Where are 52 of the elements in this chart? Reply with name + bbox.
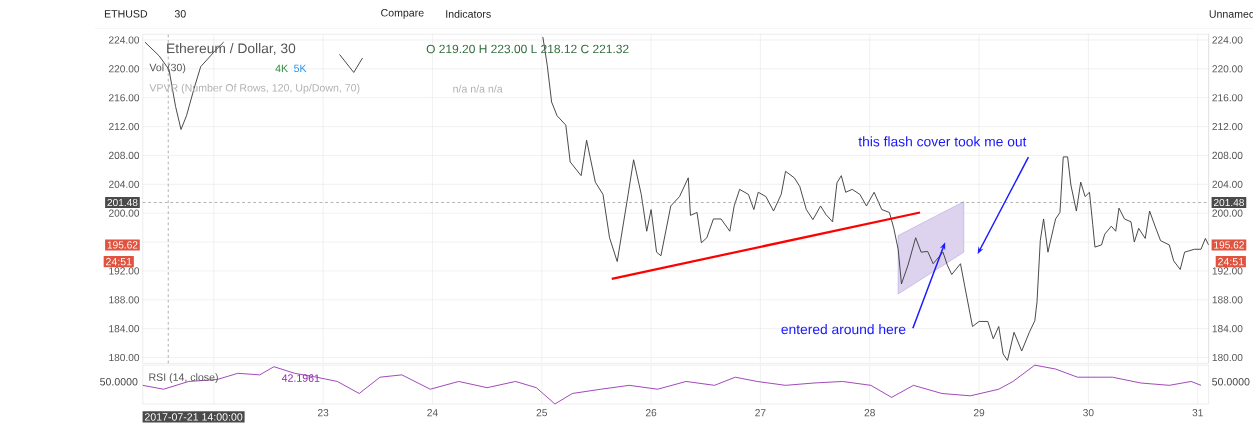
annotation: 42.1961	[281, 374, 320, 382]
y2-tick-label: 220.00	[1212, 65, 1243, 73]
text: 201.48	[1213, 198, 1244, 207]
y-tick-label: 220.00	[109, 65, 140, 73]
annotation: n/a n/a n/a	[453, 84, 503, 93]
y-tick-label: 204.00	[109, 180, 140, 188]
y-tick-label: 224.00	[109, 36, 140, 44]
x-tick-label: 29	[973, 409, 985, 417]
annotation: 195.62	[1214, 241, 1244, 249]
y2-tick-label: 212.00	[1212, 123, 1243, 131]
y2-tick-label: 184.00	[1212, 325, 1243, 333]
y2-tick-label: 200.00	[1212, 209, 1243, 217]
y-tick-label: 184.00	[109, 325, 140, 333]
text: 24:51	[1218, 257, 1244, 266]
text: O 219.20 H 223.00 L 218.12 C 221.32	[426, 44, 629, 54]
y2-tick-label: 204.00	[1212, 180, 1243, 188]
text: 50.0000	[100, 378, 138, 386]
y2-tick-label: 192.00	[1212, 267, 1243, 275]
y-tick-label: 200.00	[109, 209, 140, 217]
x-tick-label: 27	[755, 409, 766, 417]
x-tick-label: 23	[318, 409, 329, 417]
annotation: 5K	[294, 64, 307, 73]
y-tick-label: 212.00	[109, 123, 140, 131]
y2-tick-label: 224.00	[1212, 36, 1243, 44]
x-tick-label: 26	[645, 409, 657, 417]
y-tick-label: 192.00	[109, 267, 140, 275]
annotation: entered around here	[781, 324, 906, 335]
text: Indicators	[446, 9, 491, 18]
annotation: Vol (30)	[149, 63, 186, 74]
text: Compare	[381, 9, 424, 19]
x-tick-label: 30	[1083, 409, 1094, 417]
text: 24:51	[106, 257, 132, 266]
text: 30	[174, 10, 186, 18]
y-tick-label: 180.00	[109, 353, 140, 362]
text: 50.0000	[1212, 378, 1250, 386]
x-tick-label: 25	[536, 409, 547, 417]
y2-tick-label: 216.00	[1212, 94, 1243, 102]
annotation: 4K	[275, 64, 288, 73]
y-tick-label: 216.00	[109, 94, 140, 102]
text: 195.62	[107, 241, 138, 249]
x-tick-label: 28	[864, 409, 875, 417]
x-tick-label: 24	[427, 409, 438, 417]
text: ETHUSD	[104, 10, 148, 18]
y2-tick-label: 188.00	[1212, 296, 1243, 304]
text: 2017-07-21 14:00:00	[144, 413, 243, 421]
annotation: this flash cover took me out	[858, 136, 1027, 147]
ref-line-label: 201.48	[107, 198, 138, 207]
y2-tick-label: 208.00	[1212, 151, 1243, 160]
x-tick-label: 31	[1192, 409, 1203, 417]
y-tick-label: 208.00	[109, 151, 140, 160]
y2-tick-label: 180.00	[1212, 353, 1243, 362]
y-tick-label: 188.00	[109, 296, 140, 304]
